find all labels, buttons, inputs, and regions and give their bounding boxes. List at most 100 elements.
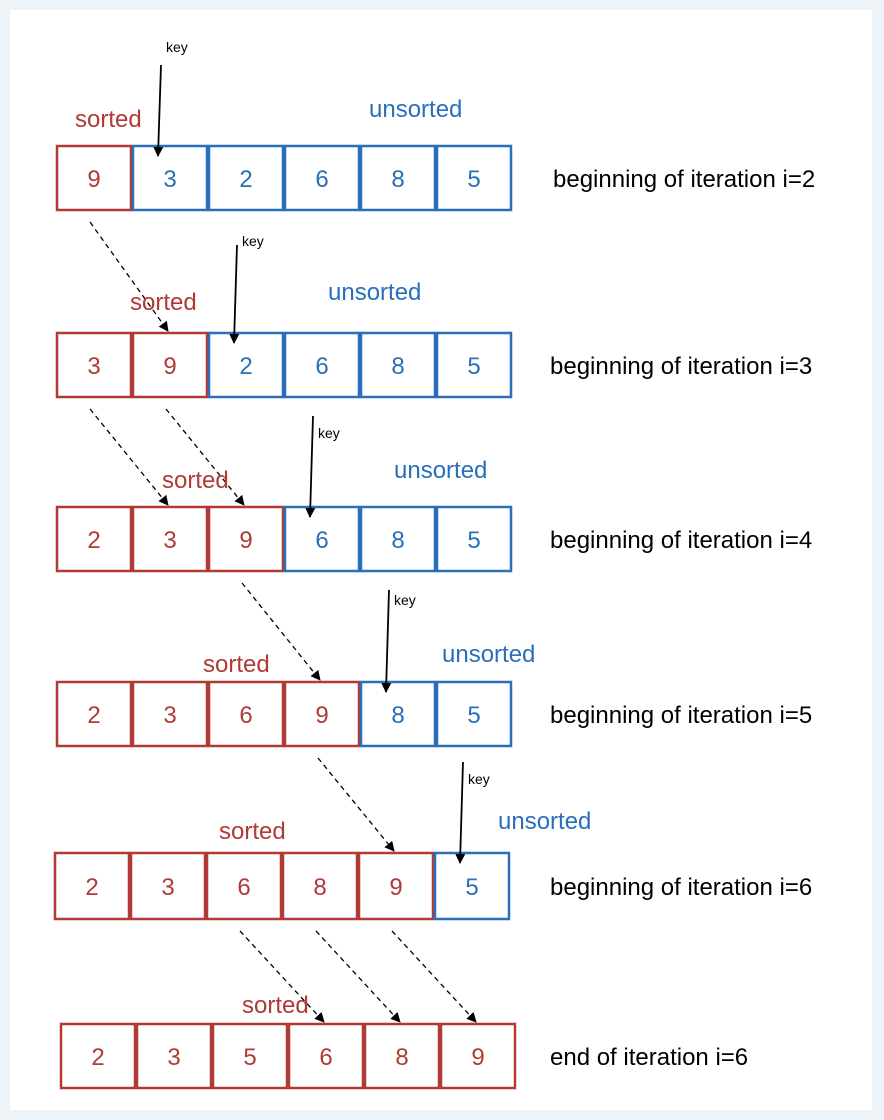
sorted-label: sorted — [75, 106, 142, 133]
array-row-5: 2 3 6 8 9 5 sorted unsorted beginning of iterati… — [53, 761, 812, 921]
cell-value: 2 — [87, 702, 100, 729]
cell-value: 6 — [315, 527, 328, 554]
cell-value: 3 — [87, 353, 100, 380]
sorted-label: sorted — [162, 467, 229, 494]
array-cell — [283, 331, 361, 399]
array-row-3: 2 3 9 6 8 5 sorted unsorted beginning of iterati… — [55, 415, 812, 573]
array-cell — [359, 680, 437, 748]
cell-value: 3 — [163, 527, 176, 554]
shift-arrow — [165, 408, 245, 506]
shift-arrow — [391, 930, 477, 1023]
array-cell — [135, 1022, 213, 1090]
unsorted-label: unsorted — [369, 96, 462, 123]
array-cell — [359, 505, 437, 573]
key-label: key — [394, 592, 416, 608]
cell-value: 3 — [163, 702, 176, 729]
shift-arrow — [317, 757, 395, 852]
key-arrow — [153, 64, 164, 157]
unsorted-label: unsorted — [498, 808, 591, 835]
key-label: key — [166, 39, 188, 55]
cell-value: 2 — [91, 1044, 104, 1071]
iteration-caption: beginning of iteration i=6 — [550, 874, 812, 901]
array-cell — [359, 144, 437, 212]
iteration-caption: beginning of iteration i=4 — [550, 527, 812, 554]
cell-value: 5 — [467, 527, 480, 554]
array-cell — [357, 851, 435, 921]
key-label: key — [468, 771, 490, 787]
array-cell — [435, 505, 513, 573]
array-cell — [211, 1022, 289, 1090]
array-cell — [363, 1022, 441, 1090]
array-cell — [205, 851, 283, 921]
sorted-label: sorted — [242, 992, 309, 1019]
iteration-caption: beginning of iteration i=2 — [553, 166, 815, 193]
array-cell — [435, 331, 513, 399]
array-cell — [131, 331, 209, 399]
array-cell — [131, 144, 209, 212]
unsorted-label: unsorted — [328, 279, 421, 306]
array-cell — [207, 331, 285, 399]
sorted-label: sorted — [130, 289, 197, 316]
key-label: key — [242, 233, 264, 249]
cell-value: 6 — [315, 166, 328, 193]
array-cell — [131, 505, 209, 573]
array-cell — [207, 680, 285, 748]
array-row-6: 2 3 5 6 8 9 sorted end of iteration i=6 — [59, 992, 748, 1090]
array-cell — [55, 680, 133, 748]
cell-value: 2 — [239, 166, 252, 193]
cell-value: 9 — [315, 702, 328, 729]
array-cell — [207, 144, 285, 212]
sorted-label: sorted — [219, 818, 286, 845]
cell-value: 9 — [389, 874, 402, 901]
array-cell — [433, 851, 511, 921]
array-cell — [359, 331, 437, 399]
cell-value: 3 — [161, 874, 174, 901]
cell-value: 5 — [467, 353, 480, 380]
array-row-1: 9 3 2 6 8 5 sorted unsorted beginning of iterati… — [55, 39, 815, 212]
array-cell — [283, 680, 361, 748]
key-arrow — [381, 589, 392, 693]
shift-arrow — [89, 408, 169, 506]
cell-value: 8 — [313, 874, 326, 901]
key-label: key — [318, 425, 340, 441]
cell-value: 8 — [395, 1044, 408, 1071]
array-row-4: 2 3 6 9 8 5 sorted unsorted beginning of iterati… — [55, 589, 812, 748]
cell-value: 6 — [319, 1044, 332, 1071]
cell-value: 5 — [467, 166, 480, 193]
cell-value: 8 — [391, 702, 404, 729]
array-cell — [59, 1022, 137, 1090]
shift-arrow — [241, 582, 321, 681]
array-cell — [287, 1022, 365, 1090]
cell-value: 5 — [467, 702, 480, 729]
key-arrow — [305, 415, 316, 518]
array-cell — [283, 505, 361, 573]
cell-value: 9 — [239, 527, 252, 554]
iteration-caption: end of iteration i=6 — [550, 1044, 748, 1071]
iteration-caption: beginning of iteration i=5 — [550, 702, 812, 729]
array-cell — [55, 331, 133, 399]
cell-value: 8 — [391, 166, 404, 193]
cell-value: 2 — [87, 527, 100, 554]
shift-arrow — [315, 930, 401, 1023]
cell-value: 9 — [87, 166, 100, 193]
array-cell — [283, 144, 361, 212]
cell-value: 6 — [237, 874, 250, 901]
cell-value: 6 — [239, 702, 252, 729]
insertion-sort-diagram: 9 3 2 6 8 5 sorted unsorted beginning of iterati… — [10, 10, 872, 1110]
cell-value: 5 — [465, 874, 478, 901]
cell-value: 9 — [471, 1044, 484, 1071]
array-cell — [131, 680, 209, 748]
cell-value: 3 — [167, 1044, 180, 1071]
unsorted-label: unsorted — [394, 457, 487, 484]
array-cell — [207, 505, 285, 573]
array-cell — [129, 851, 207, 921]
key-arrow — [229, 244, 240, 344]
key-arrow — [455, 761, 466, 864]
array-cell — [281, 851, 359, 921]
array-cell — [55, 505, 133, 573]
array-cell — [439, 1022, 517, 1090]
cell-value: 5 — [243, 1044, 256, 1071]
cell-value: 2 — [239, 353, 252, 380]
cell-value: 2 — [85, 874, 98, 901]
unsorted-label: unsorted — [442, 641, 535, 668]
